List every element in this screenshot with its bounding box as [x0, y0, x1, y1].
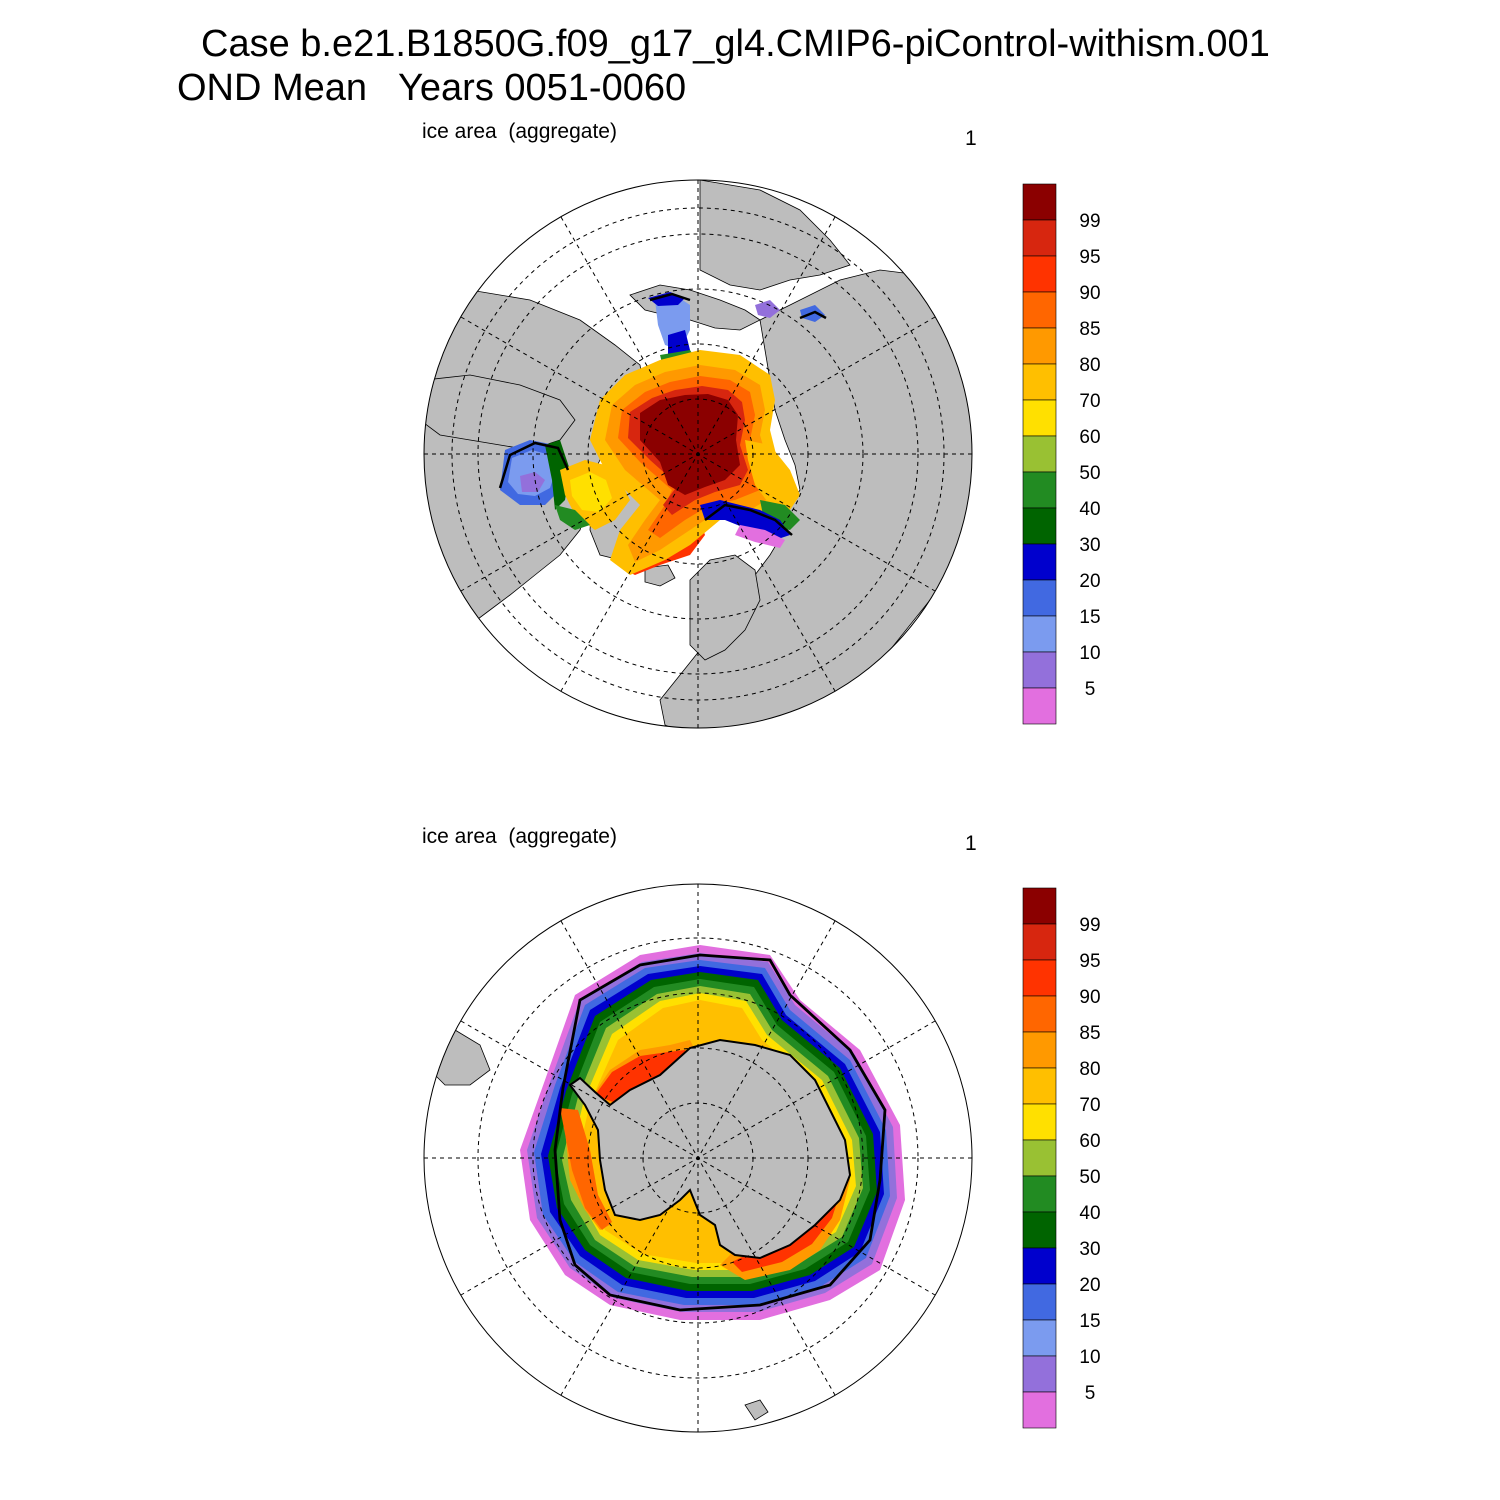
colorbar-tick-label: 90 [1079, 283, 1100, 304]
colorbar-swatch [1022, 1355, 1057, 1393]
colorbar-tick-label: 5 [1085, 1383, 1096, 1404]
colorbar-tick-label: 5 [1085, 679, 1096, 700]
colorbar-swatch [1022, 183, 1057, 221]
colorbar-swatch [1022, 579, 1057, 617]
colorbar-swatch [1022, 363, 1057, 401]
colorbar-swatch [1022, 1283, 1057, 1321]
colorbar-swatch [1022, 435, 1057, 473]
colorbar-tick-label: 85 [1079, 1023, 1100, 1044]
colorbar-tick-label: 70 [1079, 1095, 1100, 1116]
colorbar-swatch [1022, 1175, 1057, 1213]
figure-title-line1: Case b.e21.B1850G.f09_g17_gl4.CMIP6-piCo… [201, 23, 1270, 65]
colorbar-swatch [1022, 959, 1057, 997]
colorbar-tick-label: 60 [1079, 1131, 1100, 1152]
colorbar-tick-label: 50 [1079, 463, 1100, 484]
north-ice-edge-contour [498, 292, 827, 536]
north-graticule [424, 180, 972, 728]
north-sea-ice-field [500, 292, 825, 575]
colorbar-swatch [1022, 1031, 1057, 1069]
south-graticule [424, 884, 972, 1432]
colorbar-tick-label: 50 [1079, 1167, 1100, 1188]
colorbar-tick-label: 10 [1079, 643, 1100, 664]
colorbar-tick-label: 30 [1079, 535, 1100, 556]
colorbar-swatch [1022, 1139, 1057, 1177]
colorbar-tick-label: 15 [1079, 1311, 1100, 1332]
colorbar-swatch [1022, 651, 1057, 689]
south-polar-map [423, 883, 973, 1433]
colorbar-tick-label: 40 [1079, 1203, 1100, 1224]
north-panel-variable-label: ice area (aggregate) [422, 120, 617, 143]
north-polar-map [423, 179, 973, 729]
colorbar-swatch [1022, 687, 1057, 725]
colorbar-swatch [1022, 543, 1057, 581]
colorbar-swatch [1022, 923, 1057, 961]
south-ice-edge-contour [553, 953, 887, 1312]
colorbar-swatch [1022, 1247, 1057, 1285]
colorbar-tick-label: 70 [1079, 391, 1100, 412]
colorbar-tick-label: 90 [1079, 987, 1100, 1008]
colorbar-swatch [1022, 327, 1057, 365]
colorbar-swatch [1022, 1211, 1057, 1249]
colorbar-swatch [1022, 615, 1057, 653]
colorbar-swatch [1022, 995, 1057, 1033]
colorbar-swatch [1022, 471, 1057, 509]
south-land [429, 1029, 852, 1421]
colorbar-swatch [1022, 255, 1057, 293]
colorbar-swatch [1022, 507, 1057, 545]
colorbar-tick-label: 30 [1079, 1239, 1100, 1260]
colorbar-swatch [1022, 291, 1057, 329]
colorbar-tick-label: 20 [1079, 1275, 1100, 1296]
colorbar-swatch [1022, 887, 1057, 925]
colorbar-swatch [1022, 1103, 1057, 1141]
colorbar-tick-label: 99 [1079, 915, 1100, 936]
colorbar-tick-label: 10 [1079, 1347, 1100, 1368]
figure-title-line2: OND Mean Years 0051-0060 [177, 67, 687, 109]
colorbar-tick-label: 85 [1079, 319, 1100, 340]
colorbar-tick-label: 95 [1079, 951, 1100, 972]
colorbar-swatch [1022, 1319, 1057, 1357]
colorbar-swatch [1022, 219, 1057, 257]
south-colorbar: 99 95 90 85 80 70 60 50 40 30 20 15 10 5 [1022, 887, 1101, 1429]
colorbar-tick-label: 60 [1079, 427, 1100, 448]
north-colorbar: 99 95 90 85 80 70 60 50 40 30 20 15 10 5 [1022, 183, 1101, 725]
colorbar-tick-label: 20 [1079, 571, 1100, 592]
colorbar-tick-label: 99 [1079, 211, 1100, 232]
colorbar-tick-label: 95 [1079, 247, 1100, 268]
colorbar-tick-label: 80 [1079, 1059, 1100, 1080]
south-map-border [423, 883, 973, 1433]
colorbar-tick-label: 15 [1079, 607, 1100, 628]
north-panel-units-label: 1 [965, 127, 977, 150]
colorbar-swatch [1022, 1067, 1057, 1105]
colorbar-tick-label: 40 [1079, 499, 1100, 520]
south-panel-units-label: 1 [965, 832, 977, 855]
colorbar-tick-label: 80 [1079, 355, 1100, 376]
south-panel-variable-label: ice area (aggregate) [422, 825, 617, 848]
colorbar-swatch [1022, 399, 1057, 437]
colorbar-swatch [1022, 1391, 1057, 1429]
north-map-border [423, 179, 973, 729]
